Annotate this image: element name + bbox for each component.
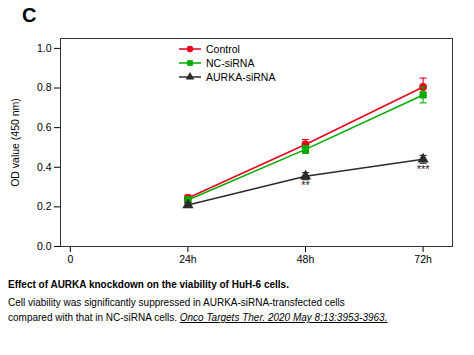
html-text:compared with that in NC-siRNA: compared with that in NC-siRNA cells. On… (8, 312, 388, 323)
svg-text:72h: 72h (414, 253, 432, 265)
html-text:Effect of AURKA knockdown on t: Effect of AURKA knockdown on the viabili… (8, 279, 289, 290)
svg-text:***: *** (417, 163, 431, 175)
svg-text:0.0: 0.0 (37, 240, 52, 252)
html-text:Cell viability was significant: Cell viability was significantly suppres… (8, 297, 345, 308)
svg-text:**: ** (301, 179, 310, 191)
svg-text:48h: 48h (297, 253, 315, 265)
svg-text:0.2: 0.2 (37, 200, 52, 212)
svg-text:0.8: 0.8 (37, 81, 52, 93)
svg-text:1.0: 1.0 (37, 42, 52, 54)
svg-text:OD value (450 nm): OD value (450 nm) (9, 98, 21, 187)
html-text:Control: Control (206, 43, 240, 55)
html-text:C: C (22, 4, 37, 26)
svg-text:0.4: 0.4 (37, 161, 52, 173)
svg-text:24h: 24h (179, 253, 197, 265)
html-text:NC-siRNA: NC-siRNA (206, 57, 255, 69)
svg-text:0.6: 0.6 (37, 121, 52, 133)
html-text:AURKA-siRNA: AURKA-siRNA (206, 71, 276, 83)
svg-text:0: 0 (67, 253, 73, 265)
